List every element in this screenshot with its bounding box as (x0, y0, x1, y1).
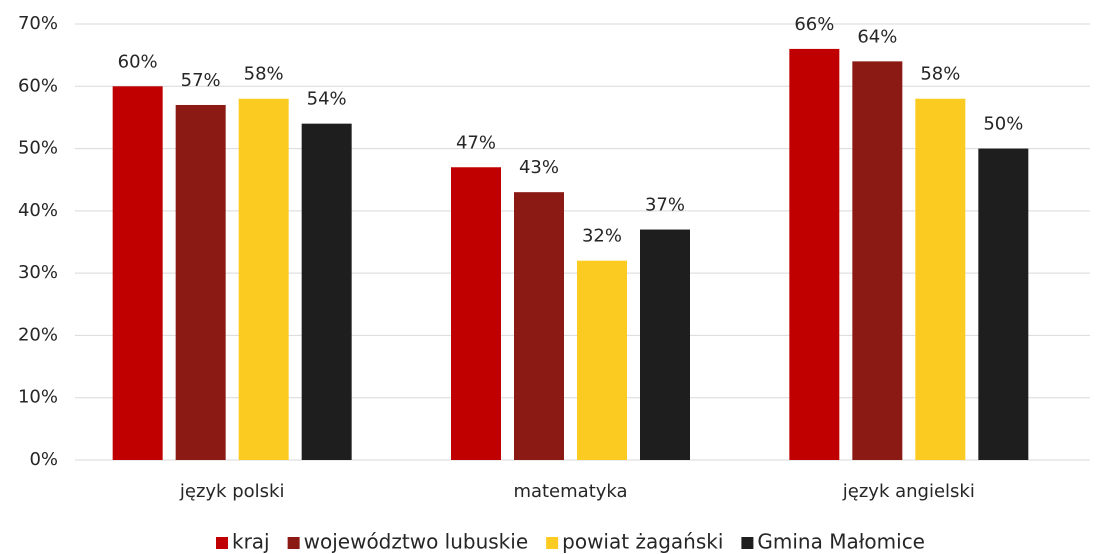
value-label: 43% (519, 157, 559, 178)
bar (577, 260, 627, 460)
value-label: 64% (857, 26, 897, 47)
bar (640, 229, 690, 460)
value-label: 47% (456, 132, 496, 153)
legend-label: powiat żagański (562, 530, 723, 554)
bar (789, 48, 840, 461)
value-label: 57% (181, 70, 221, 91)
bar (175, 104, 226, 460)
x-tick-label: język polski (179, 481, 285, 502)
value-label: 37% (645, 195, 685, 216)
value-label: 58% (920, 64, 960, 85)
y-tick-label: 70% (18, 13, 58, 34)
value-label: 58% (244, 64, 284, 85)
bar (852, 61, 903, 460)
y-tick-label: 60% (18, 75, 58, 96)
value-label: 50% (983, 114, 1023, 135)
legend-swatch (216, 537, 228, 549)
bar (514, 192, 564, 460)
bar (978, 148, 1029, 461)
value-label: 66% (794, 14, 834, 35)
bar (238, 98, 289, 460)
value-label: 54% (307, 89, 347, 110)
legend-label: kraj (232, 530, 270, 554)
value-label: 60% (118, 51, 158, 72)
legend-label: województwo lubuskie (304, 530, 529, 554)
bar (451, 167, 501, 460)
y-tick-label: 50% (18, 138, 58, 159)
x-tick-label: język angielski (842, 481, 975, 502)
y-tick-label: 40% (18, 200, 58, 221)
bar (301, 123, 352, 461)
y-tick-label: 0% (29, 449, 58, 470)
y-tick-label: 10% (18, 387, 58, 408)
bar (112, 86, 163, 461)
legend-swatch (741, 537, 754, 549)
value-label: 32% (582, 226, 622, 247)
legend-swatch (546, 537, 559, 549)
y-tick-label: 20% (18, 324, 58, 345)
legend-label: Gmina Małomice (757, 530, 925, 554)
x-tick-label: matematyka (513, 481, 627, 502)
legend-swatch (287, 537, 300, 549)
y-tick-label: 30% (18, 262, 58, 283)
bar (915, 98, 966, 460)
